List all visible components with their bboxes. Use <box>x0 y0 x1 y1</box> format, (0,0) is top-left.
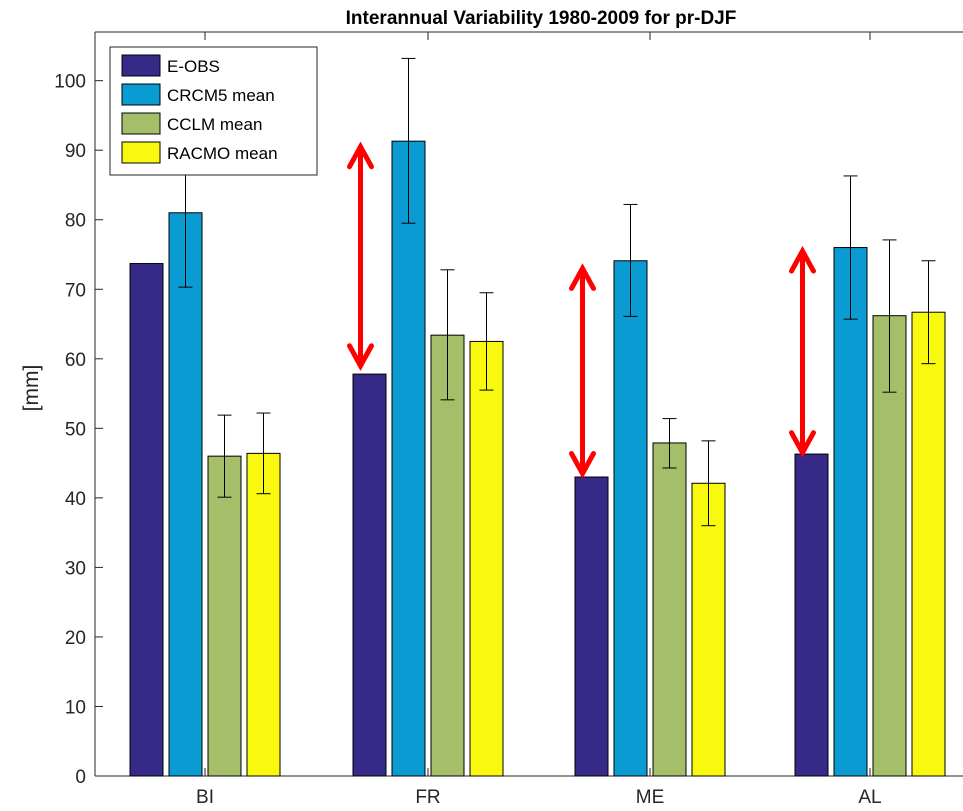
arrow-head-up <box>347 141 374 170</box>
double-arrow-annotation <box>347 141 374 371</box>
error-bar <box>217 414 232 498</box>
legend-swatch <box>121 54 161 77</box>
legend-item: RACMO mean <box>121 141 278 164</box>
error-bar <box>882 239 897 393</box>
x-tick-label: AL <box>858 787 881 808</box>
legend-item: CRCM5 mean <box>121 83 275 106</box>
legend-item: E-OBS <box>121 54 220 77</box>
y-axis-label: [mm] <box>20 365 43 412</box>
bar <box>574 476 609 777</box>
error-bar <box>701 440 716 527</box>
bar <box>613 260 648 777</box>
bar <box>691 482 726 777</box>
x-tick-label: FR <box>415 787 440 808</box>
plot-area: 0 10 20 30 40 50 60 70 80 90 100 BI FR ME AL <box>54 31 963 808</box>
arrow-head-down <box>347 343 374 371</box>
legend-swatch <box>121 83 161 106</box>
legend-label: CCLM mean <box>167 115 262 134</box>
error-bar <box>662 418 677 469</box>
y-tick-label: 50 <box>65 419 86 440</box>
y-tick-label: 10 <box>65 697 86 718</box>
y-tick-label: 80 <box>65 211 86 232</box>
bar <box>391 140 426 777</box>
error-bar <box>843 175 858 320</box>
chart-title: Interannual Variability 1980-2009 for pr… <box>346 8 737 29</box>
arrow-head-down <box>789 430 816 458</box>
error-bar <box>256 412 271 495</box>
bar <box>911 311 946 777</box>
bar <box>794 453 829 777</box>
y-tick-label: 0 <box>75 767 86 788</box>
bar <box>469 340 504 777</box>
legend-label: CRCM5 mean <box>167 86 275 105</box>
y-tick-label: 60 <box>65 350 86 371</box>
legend: E-OBS CRCM5 mean CCLM mean RACMO mean <box>109 46 318 176</box>
legend-label: E-OBS <box>167 57 220 76</box>
double-arrow-annotation <box>569 263 596 479</box>
y-tick-label: 20 <box>65 628 86 649</box>
bar <box>652 442 687 777</box>
bar <box>352 373 387 777</box>
error-bar <box>623 203 638 317</box>
legend-label: RACMO mean <box>167 144 278 163</box>
legend-item: CCLM mean <box>121 112 262 135</box>
bar <box>207 455 242 777</box>
bar <box>129 263 164 777</box>
bar <box>833 247 868 777</box>
legend-swatch <box>121 112 161 135</box>
error-bar <box>401 57 416 224</box>
error-bar <box>921 260 936 365</box>
y-tick-label: 100 <box>54 72 86 93</box>
arrow-head-down <box>569 451 596 479</box>
double-arrow-annotation <box>789 245 816 458</box>
arrow-head-up <box>789 245 816 274</box>
x-tick-label: BI <box>196 787 214 808</box>
arrow-head-up <box>569 263 596 291</box>
bar <box>246 452 281 777</box>
y-tick-label: 30 <box>65 558 86 579</box>
bar <box>430 334 465 777</box>
y-tick-label: 90 <box>65 141 86 162</box>
error-bar <box>479 292 494 391</box>
x-tick-label: ME <box>636 787 665 808</box>
y-tick-label: 70 <box>65 280 86 301</box>
legend-swatch <box>121 141 161 164</box>
bar <box>168 212 203 777</box>
y-tick-label: 40 <box>65 489 86 510</box>
error-bar <box>440 269 455 401</box>
